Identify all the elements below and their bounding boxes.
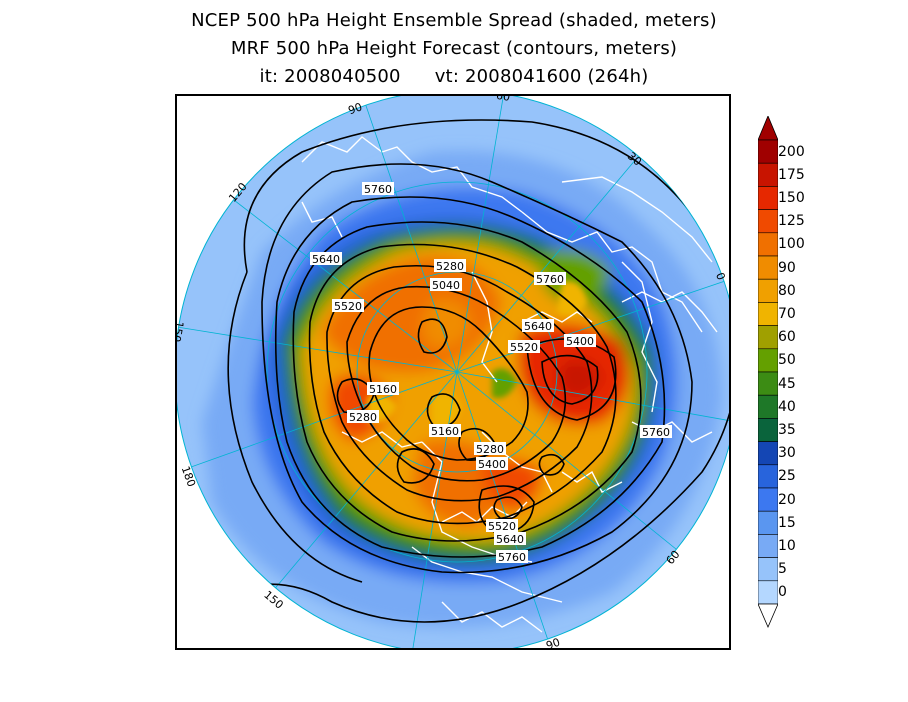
colorbar-segment xyxy=(758,325,778,350)
colorbar-tick-label: 45 xyxy=(778,375,796,392)
height-contours xyxy=(196,119,729,623)
colorbar-tick-label: 25 xyxy=(778,468,796,485)
contour-label-text: 5760 xyxy=(364,183,392,196)
map-panel: 5760 5640 5520 5280 5040 5760 5640 5520 … xyxy=(175,94,731,650)
colorbar-bottom-arrow xyxy=(758,603,778,628)
colorbar-segment xyxy=(758,371,778,396)
contour-label-text: 5160 xyxy=(431,425,459,438)
contour-label: 5640 xyxy=(522,319,554,333)
contour-label-text: 5640 xyxy=(524,320,552,333)
colorbar-segment xyxy=(758,487,778,512)
graticule xyxy=(177,96,729,648)
contour-label-text: 5400 xyxy=(566,335,594,348)
contour-labels: 5760 5640 5520 5280 5040 5760 5640 5520 … xyxy=(310,182,672,564)
contour-label: 5160 xyxy=(367,382,399,396)
colorbar-segment xyxy=(758,278,778,303)
contour-label: 5760 xyxy=(534,272,566,286)
valid-time: vt: 2008041600 (264h) xyxy=(434,66,649,87)
contour-label-text: 5520 xyxy=(334,300,362,313)
colorbar-segment xyxy=(758,255,778,280)
contour-label: 5640 xyxy=(494,532,526,546)
colorbar-tick-label: 15 xyxy=(778,514,796,531)
contour-label-text: 5520 xyxy=(488,520,516,533)
colorbar-segment xyxy=(758,557,778,582)
lon-label: 0 xyxy=(713,271,728,282)
lon-label: 150 xyxy=(177,320,186,343)
contour-label: 5760 xyxy=(362,182,394,196)
contour-label: 5280 xyxy=(474,442,506,456)
contour-label: 5160 xyxy=(429,424,461,438)
contour-label-text: 5760 xyxy=(536,273,564,286)
lon-label: 60 xyxy=(495,96,511,104)
colorbar-segment xyxy=(758,348,778,373)
contour-label-text: 5400 xyxy=(478,458,506,471)
init-time: it: 2008040500 xyxy=(259,66,401,87)
colorbar-tick-label: 100 xyxy=(778,236,805,253)
colorbar-tick-label: 125 xyxy=(778,213,805,230)
colorbar-tick-label: 5 xyxy=(778,561,787,578)
contour-label-text: 5280 xyxy=(436,260,464,273)
chart-time-line: it: 2008040500 vt: 2008041600 (264h) xyxy=(0,66,908,87)
chart-title-line1: NCEP 500 hPa Height Ensemble Spread (sha… xyxy=(191,10,717,31)
contour-label: 5280 xyxy=(434,259,466,273)
contour-label-text: 5280 xyxy=(349,411,377,424)
colorbar-segment xyxy=(758,139,778,164)
colorbar-tick-label: 50 xyxy=(778,352,796,369)
colorbar-tick-label: 30 xyxy=(778,445,796,462)
colorbar-tick-label: 40 xyxy=(778,398,796,415)
contour-label-text: 5760 xyxy=(642,426,670,439)
colorbar-segment xyxy=(758,232,778,257)
colorbar-segment xyxy=(758,302,778,326)
colorbar-segment xyxy=(758,464,778,489)
contour-label: 5520 xyxy=(508,340,540,354)
contour-label-text: 5640 xyxy=(496,533,524,546)
colorbar-tick-label: 35 xyxy=(778,422,796,438)
contour-label-text: 5160 xyxy=(369,383,397,396)
contour-label-text: 5280 xyxy=(476,443,504,456)
colorbar-top-arrow xyxy=(758,116,778,141)
colorbar-tick-label: 175 xyxy=(778,166,805,183)
contour-label: 5520 xyxy=(486,519,518,533)
contour-label: 5040 xyxy=(430,278,462,292)
colorbar-segment xyxy=(758,441,778,466)
lon-label: 90 xyxy=(544,636,562,648)
contour-label-text: 5520 xyxy=(510,341,538,354)
colorbar-tick-label: 70 xyxy=(778,306,796,322)
colorbar-segment xyxy=(758,534,778,558)
contour-label-text: 5040 xyxy=(432,279,460,292)
polar-map: 5760 5640 5520 5280 5040 5760 5640 5520 … xyxy=(177,96,729,648)
colorbar-segment xyxy=(758,580,778,605)
colorbar-tick-label: 60 xyxy=(778,329,796,346)
contour-label: 5760 xyxy=(496,550,528,564)
contour-label: 5280 xyxy=(347,410,379,424)
contour-label: 5760 xyxy=(640,425,672,439)
colorbar xyxy=(758,116,778,628)
colorbar-tick-label: 200 xyxy=(778,143,805,160)
colorbar-segment xyxy=(758,510,778,535)
colorbar-tick-label: 90 xyxy=(778,259,796,276)
contour-label: 5400 xyxy=(564,334,596,348)
contour-label-text: 5760 xyxy=(498,551,526,564)
colorbar-segment xyxy=(758,209,778,234)
colorbar-tick-label: 20 xyxy=(778,491,796,508)
spread-shading xyxy=(177,96,729,648)
colorbar-segment xyxy=(758,162,778,187)
contour-label-text: 5640 xyxy=(312,253,340,266)
colorbar-segment xyxy=(758,394,778,419)
colorbar-tick-label: 150 xyxy=(778,190,805,206)
lon-label: 90 xyxy=(346,100,364,117)
colorbar-tick-label: 10 xyxy=(778,538,796,554)
contour-label: 5640 xyxy=(310,252,342,266)
colorbar-segment xyxy=(758,186,778,210)
colorbar-tick-label: 0 xyxy=(778,584,787,601)
contour-label: 5400 xyxy=(476,457,508,471)
colorbar-segment xyxy=(758,418,778,442)
contour-label: 5520 xyxy=(332,299,364,313)
colorbar-tick-label: 80 xyxy=(778,282,796,299)
chart-title-line2: MRF 500 hPa Height Forecast (contours, m… xyxy=(230,38,678,59)
